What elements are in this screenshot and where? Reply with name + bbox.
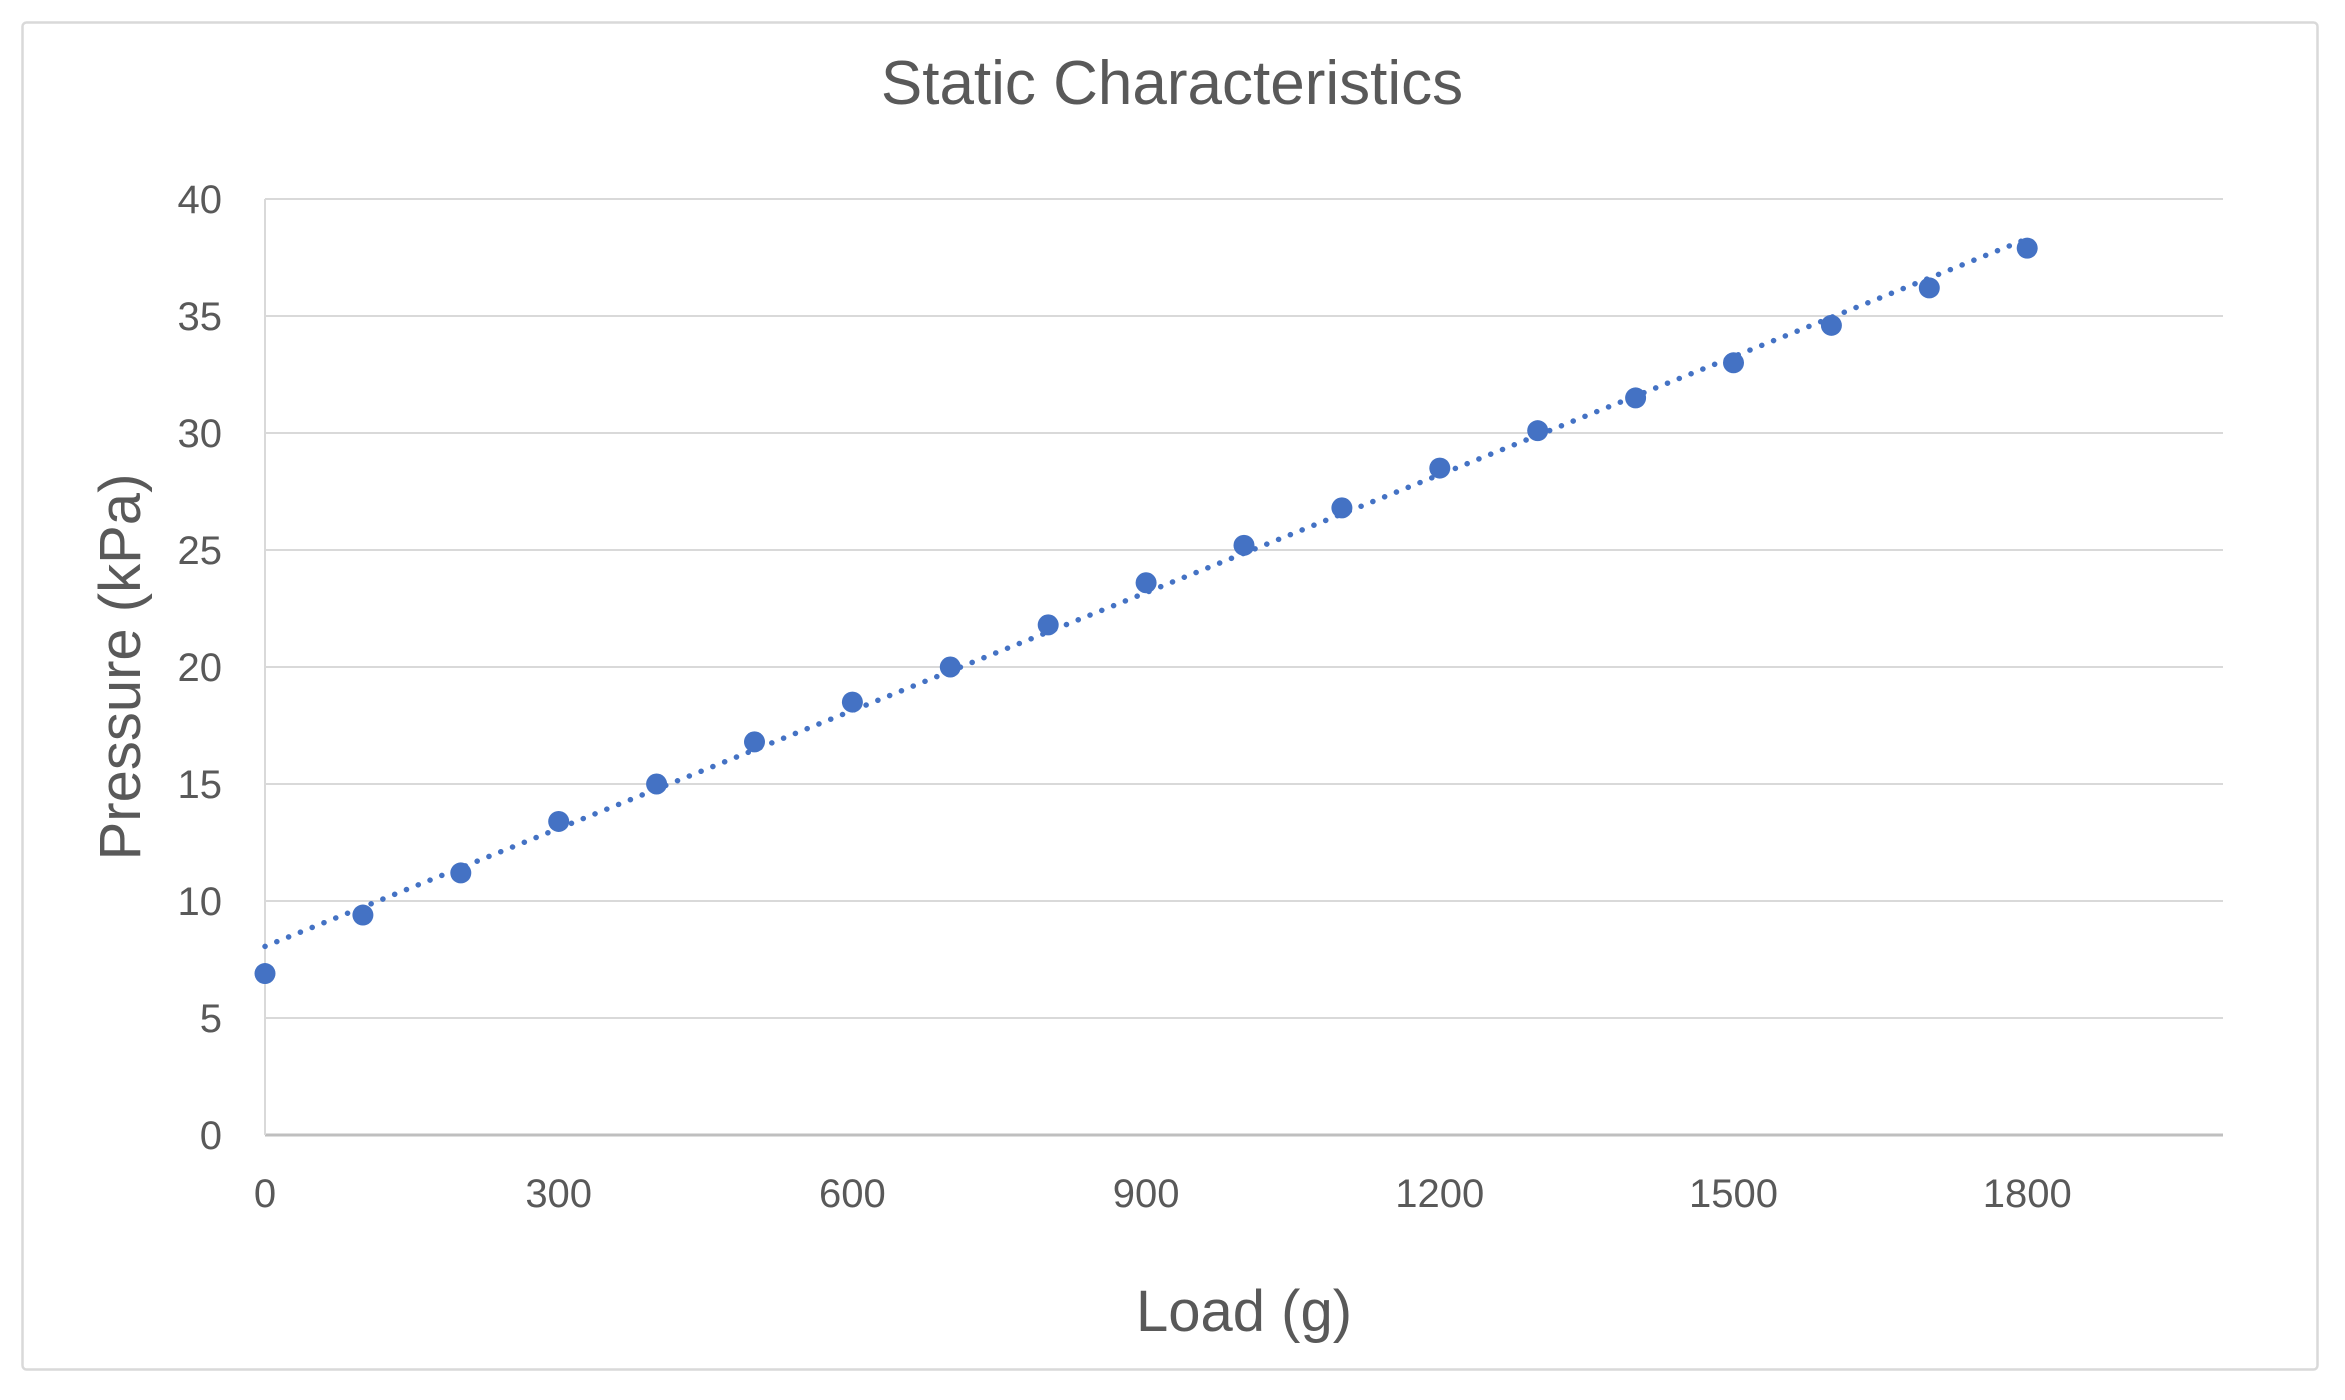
x-tick-label-0: 0 <box>254 1172 276 1216</box>
x-tick-label-1200: 1200 <box>1395 1172 1484 1216</box>
x-tick-label-1500: 1500 <box>1689 1172 1778 1216</box>
x-tick-label-600: 600 <box>819 1172 886 1216</box>
x-tick-label-900: 900 <box>1113 1172 1180 1216</box>
y-axis-title: Pressure (kPa) <box>88 474 153 861</box>
data-point <box>2016 237 2038 259</box>
y-tick-label-0: 0 <box>200 1114 222 1158</box>
y-tick-label-40: 40 <box>178 178 223 222</box>
data-point <box>1625 387 1647 409</box>
y-tick-label-10: 10 <box>178 880 223 924</box>
x-tick-label-1800: 1800 <box>1983 1172 2072 1216</box>
data-point <box>841 691 863 713</box>
x-axis-title: Load (g) <box>1136 1279 1352 1344</box>
data-point <box>1527 420 1549 442</box>
data-point <box>1918 277 1940 299</box>
data-point <box>1037 614 1059 636</box>
data-point <box>1429 457 1451 479</box>
data-point <box>1331 497 1353 519</box>
y-tick-label-25: 25 <box>178 529 223 573</box>
data-point <box>1723 352 1744 374</box>
y-tick-label-35: 35 <box>178 295 223 339</box>
data-point <box>254 963 276 985</box>
data-point <box>352 904 374 926</box>
data-point <box>939 656 961 678</box>
y-tick-label-20: 20 <box>178 646 223 690</box>
x-tick-label-300: 300 <box>525 1172 592 1216</box>
y-tick-label-5: 5 <box>200 997 222 1041</box>
y-tick-label-30: 30 <box>178 412 223 456</box>
chart-outer-border <box>21 21 2319 1371</box>
data-points <box>254 237 2038 985</box>
data-point <box>1820 314 1842 336</box>
y-tick-label-15: 15 <box>178 763 223 807</box>
chart-title: Static Characteristics <box>881 49 1463 118</box>
data-point <box>450 862 472 884</box>
data-point <box>548 810 570 832</box>
data-point <box>646 773 668 795</box>
x-tick-labels: 0 300 600 900 1200 1500 1800 <box>254 1172 2072 1216</box>
y-tick-labels: 0 5 10 15 20 25 30 35 40 <box>178 178 223 1158</box>
data-point <box>744 731 765 753</box>
data-point <box>1233 534 1255 556</box>
data-point <box>1135 572 1157 594</box>
